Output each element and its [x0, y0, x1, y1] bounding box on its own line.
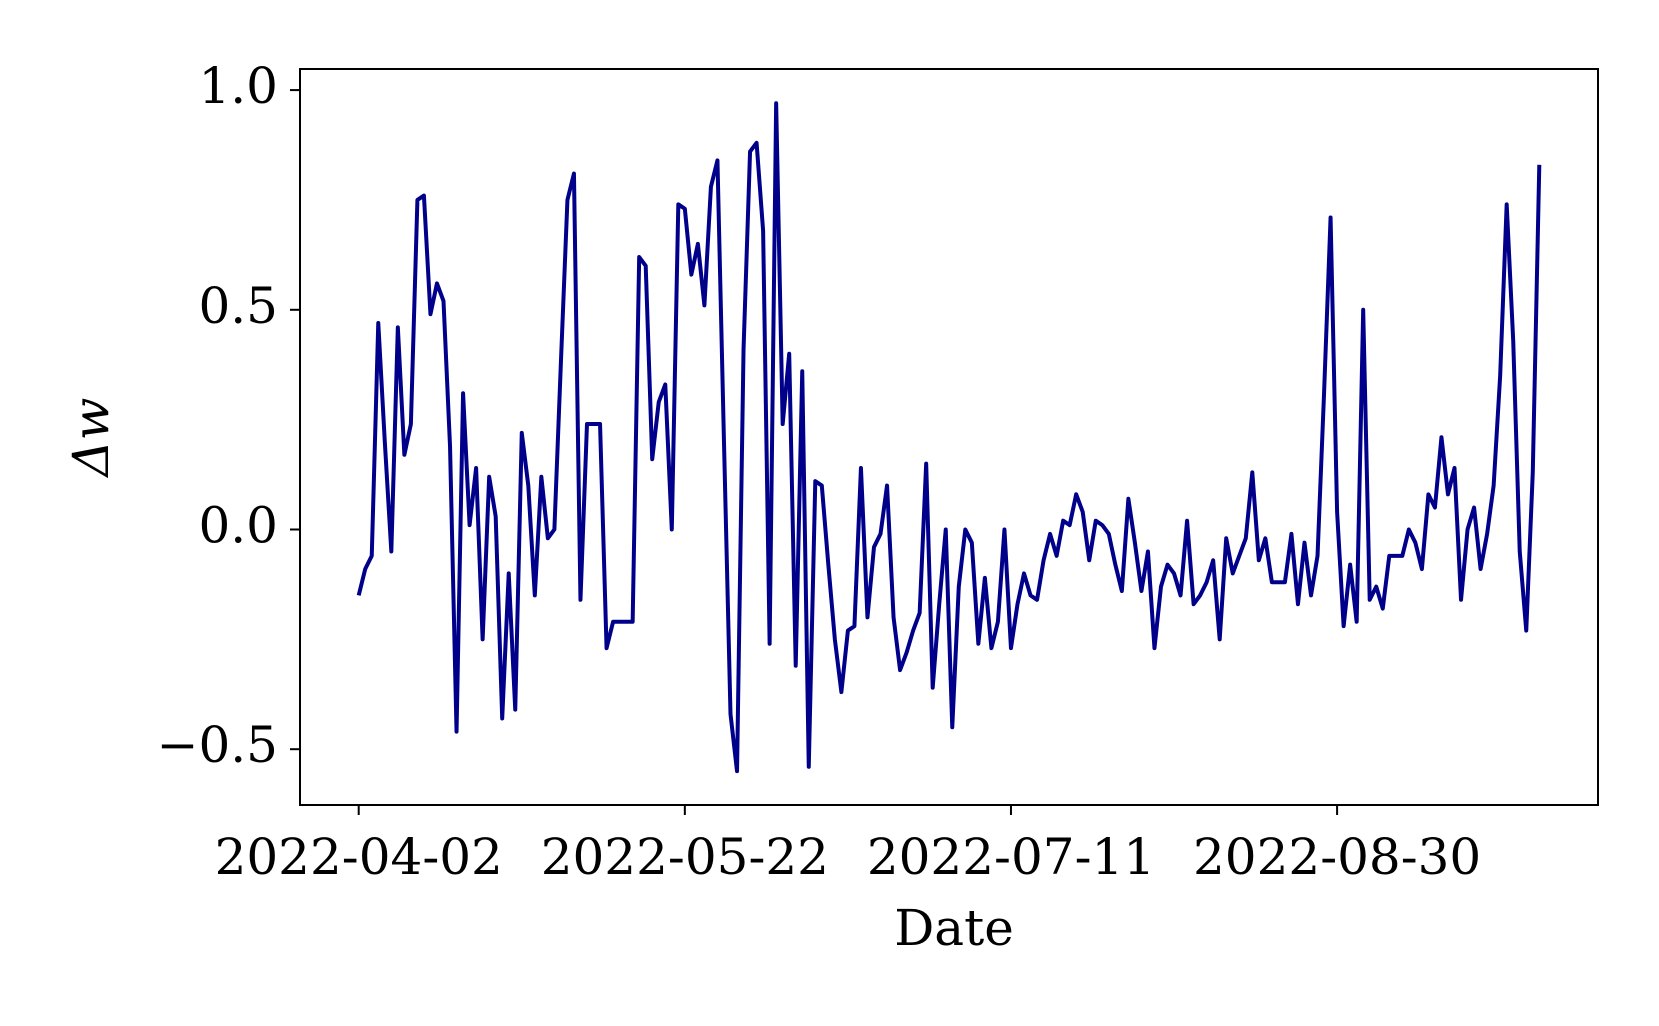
- x-tick-label: 2022-05-22: [541, 828, 829, 886]
- x-tick-label: 2022-07-11: [867, 828, 1155, 886]
- y-tick-label: 0.5: [198, 277, 278, 335]
- x-tick-label: 2022-08-30: [1193, 828, 1481, 886]
- y-axis-label: Δw: [62, 398, 120, 479]
- y-tick-label: 1.0: [198, 57, 278, 115]
- y-tick-label: 0.0: [198, 496, 278, 554]
- y-tick-label: −0.5: [157, 716, 278, 774]
- data-line: [356, 101, 1542, 774]
- plot-frame: [299, 68, 1599, 806]
- x-axis-label: Date: [894, 899, 1014, 957]
- x-tick-label: 2022-04-02: [215, 828, 503, 886]
